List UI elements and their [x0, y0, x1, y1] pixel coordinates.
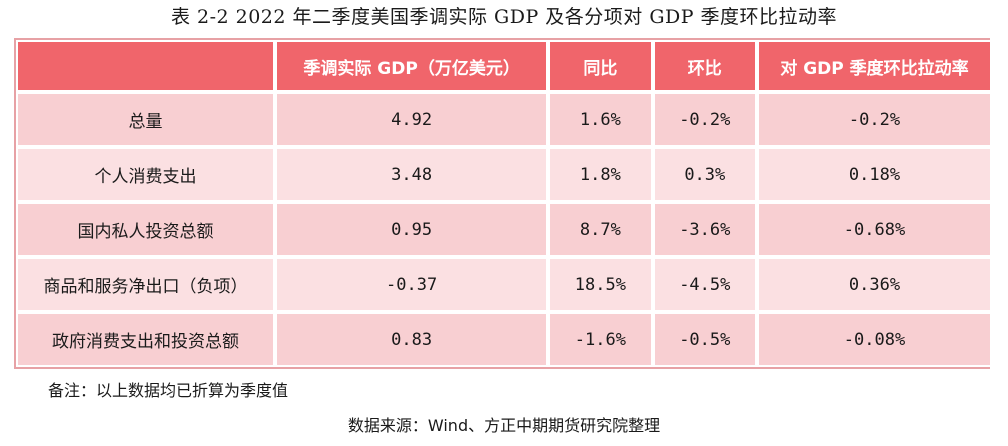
- header-cell-label: [16, 40, 276, 92]
- gdp-cell: 4.92: [275, 92, 549, 147]
- gdp-table-container: 季调实际 GDP（万亿美元） 同比 环比 对 GDP 季度环比拉动率 总量 4.…: [14, 38, 992, 369]
- header-row: 季调实际 GDP（万亿美元） 同比 环比 对 GDP 季度环比拉动率: [16, 40, 992, 92]
- yoy-cell: 18.5%: [548, 257, 653, 312]
- table-row: 商品和服务净出口（负项） -0.37 18.5% -4.5% 0.36%: [16, 257, 992, 312]
- header-cell-gdp: 季调实际 GDP（万亿美元）: [275, 40, 549, 92]
- qoq-cell: -0.5%: [652, 312, 757, 367]
- yoy-cell: -1.6%: [548, 312, 653, 367]
- table-row: 总量 4.92 1.6% -0.2% -0.2%: [16, 92, 992, 147]
- contribution-cell: 0.18%: [757, 147, 992, 202]
- gdp-cell: 3.48: [275, 147, 549, 202]
- row-label: 国内私人投资总额: [16, 202, 276, 257]
- yoy-cell: 8.7%: [548, 202, 653, 257]
- footnote: 备注：以上数据均已折算为季度值: [48, 381, 289, 400]
- yoy-cell: 1.6%: [548, 92, 653, 147]
- row-label: 商品和服务净出口（负项）: [16, 257, 276, 312]
- qoq-cell: -4.5%: [652, 257, 757, 312]
- qoq-cell: -0.2%: [652, 92, 757, 147]
- table-row: 政府消费支出和投资总额 0.83 -1.6% -0.5% -0.08%: [16, 312, 992, 367]
- header-cell-yoy: 同比: [548, 40, 653, 92]
- gdp-cell: -0.37: [275, 257, 549, 312]
- gdp-table: 季调实际 GDP（万亿美元） 同比 环比 对 GDP 季度环比拉动率 总量 4.…: [16, 40, 992, 367]
- contribution-cell: 0.36%: [757, 257, 992, 312]
- row-label: 政府消费支出和投资总额: [16, 312, 276, 367]
- contribution-cell: -0.2%: [757, 92, 992, 147]
- contribution-cell: -0.68%: [757, 202, 992, 257]
- qoq-cell: -3.6%: [652, 202, 757, 257]
- row-label: 总量: [16, 92, 276, 147]
- gdp-cell: 0.95: [275, 202, 549, 257]
- row-label: 个人消费支出: [16, 147, 276, 202]
- header-cell-contribution: 对 GDP 季度环比拉动率: [757, 40, 992, 92]
- table-frame: 季调实际 GDP（万亿美元） 同比 环比 对 GDP 季度环比拉动率 总量 4.…: [14, 38, 992, 369]
- yoy-cell: 1.8%: [548, 147, 653, 202]
- table-row: 国内私人投资总额 0.95 8.7% -3.6% -0.68%: [16, 202, 992, 257]
- contribution-cell: -0.08%: [757, 312, 992, 367]
- qoq-cell: 0.3%: [652, 147, 757, 202]
- data-source: 数据来源：Wind、方正中期期货研究院整理: [347, 416, 661, 435]
- table-row: 个人消费支出 3.48 1.8% 0.3% 0.18%: [16, 147, 992, 202]
- table-title: 表 2-2 2022 年二季度美国季调实际 GDP 及各分项对 GDP 季度环比…: [170, 6, 838, 28]
- gdp-cell: 0.83: [275, 312, 549, 367]
- header-cell-qoq: 环比: [652, 40, 757, 92]
